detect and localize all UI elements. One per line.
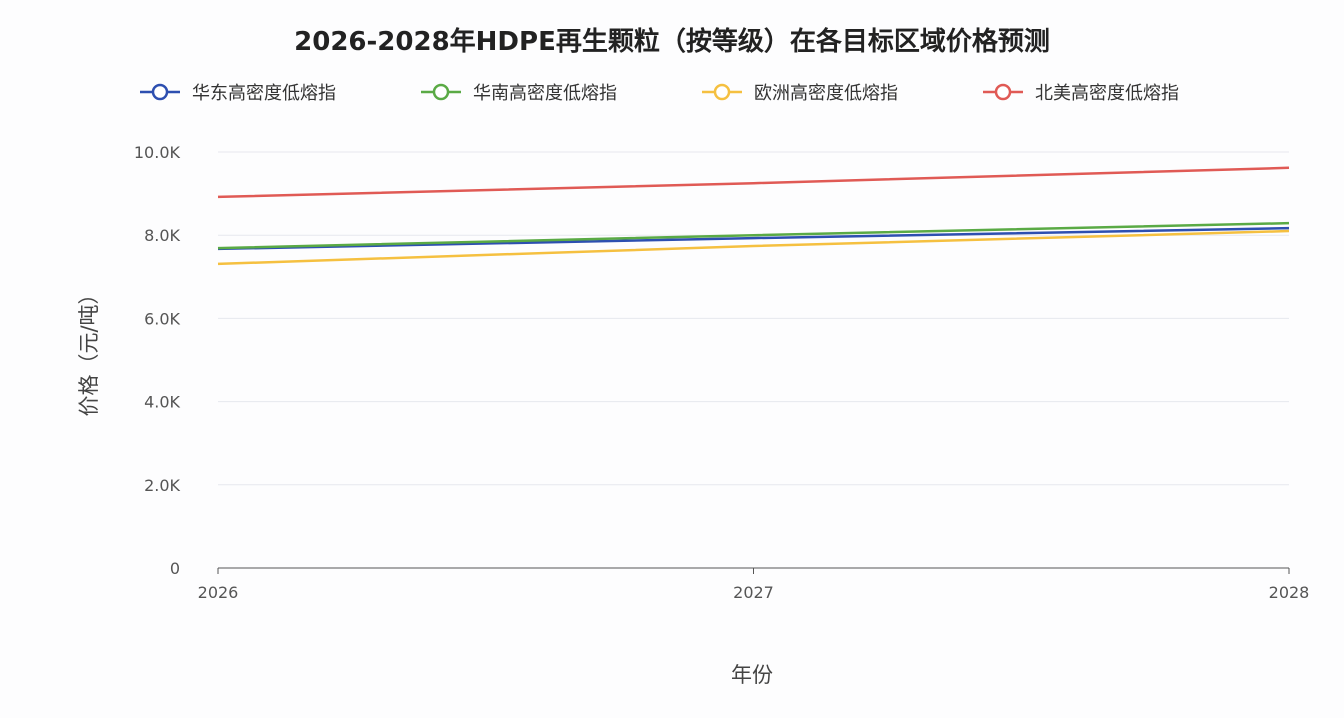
axes: 0 2.0K 4.0K 6.0K 8.0K 10.0K 2026 2027 2028 [134,143,1309,602]
legend-marker-icon [432,83,450,101]
x-tick-label: 2027 [733,583,774,602]
y-tick-label: 8.0K [144,226,180,245]
gridlines [218,151,1289,486]
y-tick-label: 4.0K [144,393,180,412]
legend-item-label: 欧洲高密度低熔指 [754,83,898,104]
legend-item-label: 北美高密度低熔指 [1035,83,1179,104]
series-line-2 [217,229,1290,266]
x-tick-label: 2028 [1269,583,1310,602]
series-line-3 [217,166,1290,199]
series-lines [217,166,1290,266]
y-tick-label: 2.0K [144,476,180,495]
y-tick-label: 0 [170,559,180,578]
legend-marker-icon [713,83,731,101]
y-axis-label: 价格（元/吨） [77,283,101,416]
y-tick-label: 10.0K [134,143,181,162]
legend-marker-icon [994,83,1012,101]
legend-item-label: 华南高密度低熔指 [473,83,617,104]
legend-item-label: 华东高密度低熔指 [192,83,336,104]
series-line-0 [217,226,1290,251]
series-line-1 [217,221,1290,250]
legend: 华东高密度低熔指 华南高密度低熔指 欧洲高密度低熔指 北美高密度低熔指 [140,83,1179,104]
y-tick-label: 6.0K [144,309,180,328]
x-tick-label: 2026 [198,583,239,602]
legend-marker-icon [151,83,169,101]
chart-title: 2026-2028年HDPE再生颗粒（按等级）在各目标区域价格预测 [294,26,1050,57]
x-axis-label: 年份 [731,663,773,687]
